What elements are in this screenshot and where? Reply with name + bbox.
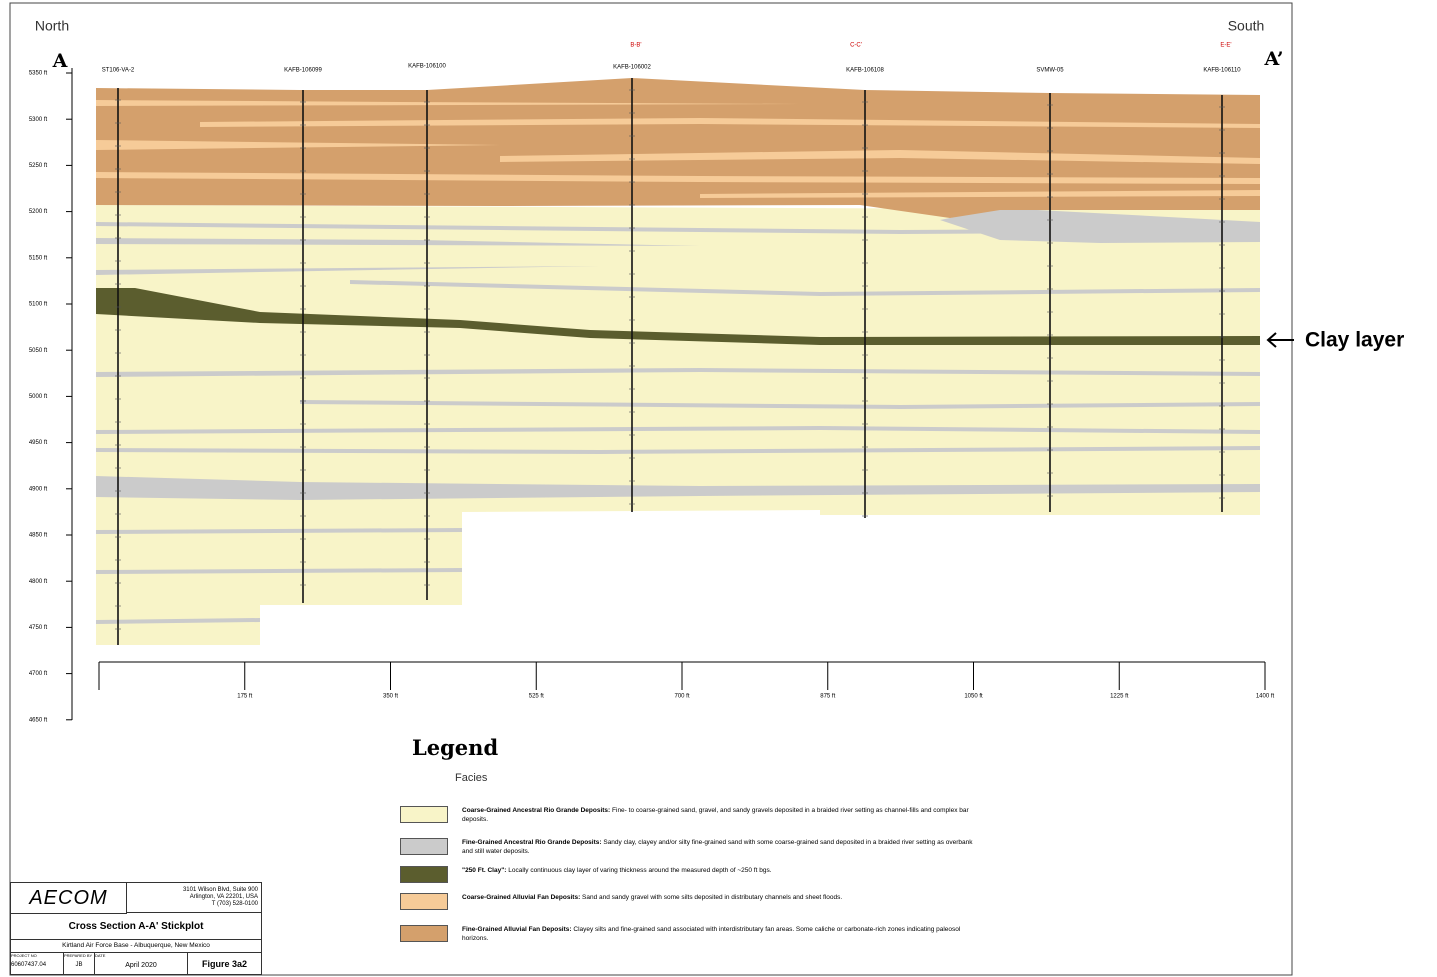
elevation-label: 5300 ft [29, 117, 48, 123]
elevation-label: 5350 ft [29, 71, 48, 77]
date-cell: DATE April 2020 [95, 953, 188, 975]
legend-item-name: Fine-Grained Ancestral Rio Grande Deposi… [462, 839, 602, 846]
elevation-label: 4850 ft [29, 533, 48, 539]
orientation-left: North [35, 18, 69, 34]
drawing-title: Cross Section A-A' Stickplot [11, 921, 261, 932]
elevation-label: 5200 ft [29, 209, 48, 215]
distance-label: 1225 ft [1110, 694, 1129, 700]
legend-swatch [400, 925, 448, 942]
legend-text: Coarse-Grained Ancestral Rio Grande Depo… [462, 806, 982, 824]
elevation-label: 5000 ft [29, 394, 48, 400]
address: 3101 Wilson Blvd, Suite 900 Arlington, V… [127, 883, 262, 913]
page: Clay layer North South A A’ 5350 ft 5300 … [0, 0, 1437, 977]
legend-text: Fine-Grained Alluvial Fan Deposits: Clay… [462, 925, 982, 943]
elevation-label: 4650 ft [29, 717, 48, 723]
well-label: KAFB-106110 [1203, 68, 1241, 74]
address-line: 3101 Wilson Blvd, Suite 900 [127, 887, 258, 894]
distance-label: 1400 ft [1256, 694, 1275, 700]
orientation-right: South [1228, 18, 1265, 34]
cross-section-label: B-B' [630, 43, 641, 49]
legend-swatch [400, 838, 448, 855]
elevation-label: 5150 ft [29, 255, 48, 261]
well-label: SVMW-05 [1036, 68, 1064, 74]
legend-swatch [400, 866, 448, 883]
cross-section-label: E-E' [1220, 43, 1231, 49]
section-start: A [52, 50, 68, 72]
title-block: AECOM 3101 Wilson Blvd, Suite 900 Arling… [10, 882, 262, 975]
company: AECOM [11, 883, 127, 914]
distance-label: 875 ft [820, 694, 835, 700]
prepared-label: PREPARED BY [64, 953, 94, 958]
section-end: A’ [1263, 48, 1283, 70]
annotation: Clay layer [1305, 329, 1404, 352]
legend-text: Coarse-Grained Alluvial Fan Deposits: Sa… [462, 893, 982, 902]
address-line: T (703) 528-0100 [127, 901, 258, 908]
legend-item-name: "250 Ft. Clay": [462, 867, 506, 874]
date-label: DATE [95, 953, 187, 958]
cross-section-label: C-C' [850, 43, 862, 49]
elevation-label: 5100 ft [29, 302, 48, 308]
well-label: ST106-VA-2 [102, 68, 135, 74]
prepared-cell: PREPARED BY JB [64, 953, 95, 975]
legend-item-name: Fine-Grained Alluvial Fan Deposits: [462, 926, 572, 933]
site: Kirtland Air Force Base - Albuquerque, N… [11, 939, 261, 953]
elevation-label: 4950 ft [29, 440, 48, 446]
well-label: KAFB-106002 [613, 65, 651, 71]
project-label: PROJECT NO [11, 953, 63, 958]
elevation-label: 5250 ft [29, 163, 48, 169]
well-label: KAFB-106108 [846, 68, 884, 74]
legend-item-description: Sand and sandy gravel with some silts de… [582, 894, 842, 901]
date: April 2020 [95, 962, 187, 969]
alluvial-fan-fine [96, 78, 1260, 218]
distance-label: 350 ft [383, 694, 398, 700]
legend-subtitle: Facies [455, 772, 487, 784]
legend-item-name: Coarse-Grained Alluvial Fan Deposits: [462, 894, 580, 901]
distance-label: 525 ft [529, 694, 544, 700]
legend-text: Fine-Grained Ancestral Rio Grande Deposi… [462, 838, 982, 856]
address-line: Arlington, VA 22201, USA [127, 894, 258, 901]
legend-swatch [400, 893, 448, 910]
well-label: KAFB-106099 [284, 68, 322, 74]
figure-number: Figure 3a2 [188, 953, 261, 975]
distance-label: 1050 ft [964, 694, 983, 700]
legend-swatch [400, 806, 448, 823]
distance-label: 700 ft [674, 694, 689, 700]
well-label: KAFB-106100 [408, 64, 446, 70]
legend-title: Legend [412, 735, 498, 760]
elevation-label: 4750 ft [29, 625, 48, 631]
legend-text: "250 Ft. Clay": Locally continuous clay … [462, 866, 982, 875]
legend-item-description: Locally continuous clay layer of varing … [508, 867, 771, 874]
elevation-label: 4900 ft [29, 486, 48, 492]
legend-item-name: Coarse-Grained Ancestral Rio Grande Depo… [462, 807, 610, 814]
project-no: 60607437.04 [11, 962, 63, 968]
elevation-label: 4700 ft [29, 671, 48, 677]
distance-label: 175 ft [237, 694, 252, 700]
project-cell: PROJECT NO 60607437.04 [11, 953, 64, 975]
elevation-label: 4800 ft [29, 579, 48, 585]
prepared-by: JB [64, 962, 94, 968]
elevation-label: 5050 ft [29, 348, 48, 354]
cross-section: Clay layer North South A A’ 5350 ft 5300 … [0, 0, 1437, 977]
